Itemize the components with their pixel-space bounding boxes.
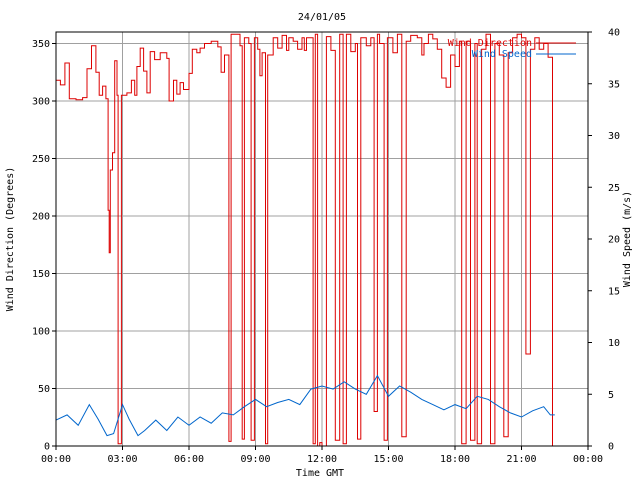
x-tick-label: 06:00 bbox=[174, 454, 204, 465]
left-tick-label: 300 bbox=[32, 97, 50, 108]
left-axis-ticks: 0 50 100 150 200 250 300 350 bbox=[32, 39, 56, 453]
x-tick-label: 03:00 bbox=[107, 454, 137, 465]
left-tick-label: 250 bbox=[32, 154, 50, 165]
grid-lines bbox=[56, 32, 588, 446]
legend-label-wind-direction: Wind Direction bbox=[448, 38, 532, 49]
right-axis-ticks: 0 5 10 15 20 25 30 35 40 bbox=[588, 28, 620, 453]
right-tick-label: 5 bbox=[608, 390, 614, 401]
right-tick-label: 25 bbox=[608, 183, 620, 194]
legend: Wind Direction Wind Speed bbox=[448, 38, 576, 60]
x-tick-label: 00:00 bbox=[573, 454, 603, 465]
right-axis-label: Wind Speed (m/s) bbox=[622, 191, 633, 287]
x-axis-label: Time GMT bbox=[296, 468, 344, 479]
series-layer bbox=[55, 33, 555, 447]
left-tick-label: 100 bbox=[32, 327, 50, 338]
legend-label-wind-speed: Wind Speed bbox=[472, 49, 532, 60]
left-tick-label: 350 bbox=[32, 39, 50, 50]
right-tick-label: 15 bbox=[608, 286, 620, 297]
x-tick-label: 21:00 bbox=[506, 454, 536, 465]
x-axis-ticks: 00:00 03:00 06:00 09:00 12:00 15:00 18:00 21:00… bbox=[41, 446, 603, 465]
right-tick-label: 35 bbox=[608, 79, 620, 90]
series-line-wind-speed bbox=[55, 374, 555, 437]
right-tick-label: 0 bbox=[608, 442, 614, 453]
x-tick-label: 12:00 bbox=[307, 454, 337, 465]
left-tick-label: 0 bbox=[44, 442, 50, 453]
x-tick-label: 09:00 bbox=[240, 454, 270, 465]
left-tick-label: 150 bbox=[32, 269, 50, 280]
x-tick-label: 18:00 bbox=[440, 454, 470, 465]
right-tick-label: 10 bbox=[608, 338, 620, 349]
right-tick-label: 20 bbox=[608, 235, 620, 246]
left-tick-label: 200 bbox=[32, 212, 50, 223]
x-tick-label: 15:00 bbox=[373, 454, 403, 465]
x-tick-label: 00:00 bbox=[41, 454, 71, 465]
right-tick-label: 30 bbox=[608, 131, 620, 142]
left-tick-label: 50 bbox=[38, 384, 50, 395]
series-line-wind-direction bbox=[56, 33, 555, 447]
right-tick-label: 40 bbox=[608, 28, 620, 39]
left-axis-label: Wind Direction (Degrees) bbox=[5, 167, 16, 312]
chart-title: 24/01/05 bbox=[298, 12, 346, 23]
